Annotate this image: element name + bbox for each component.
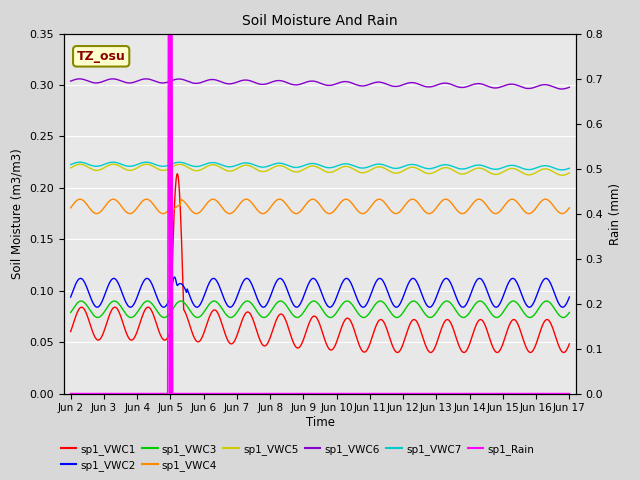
sp1_VWC1 bbox=[179, 261, 186, 267]
sp1_VWC1 bbox=[76, 305, 83, 311]
sp1_VWC2 bbox=[566, 294, 573, 300]
sp1_VWC2 bbox=[179, 282, 186, 288]
sp1_VWC5 bbox=[566, 170, 573, 176]
sp1_VWC7 bbox=[76, 159, 83, 165]
sp1_VWC2 bbox=[227, 304, 234, 310]
sp1_VWC3 bbox=[205, 301, 213, 307]
sp1_VWC6 bbox=[67, 78, 74, 84]
sp1_VWC4 bbox=[205, 199, 212, 204]
sp1_VWC5 bbox=[381, 166, 388, 171]
Legend: sp1_VWC1, sp1_VWC2, sp1_VWC3, sp1_VWC4, sp1_VWC5, sp1_VWC6, sp1_VWC7, sp1_Rain: sp1_VWC1, sp1_VWC2, sp1_VWC3, sp1_VWC4, … bbox=[56, 439, 538, 475]
sp1_VWC5 bbox=[67, 165, 74, 171]
sp1_VWC4 bbox=[381, 201, 389, 206]
sp1_VWC3 bbox=[179, 299, 187, 305]
sp1_VWC6 bbox=[77, 76, 84, 82]
sp1_Rain bbox=[179, 391, 186, 396]
Title: Soil Moisture And Rain: Soil Moisture And Rain bbox=[242, 14, 398, 28]
sp1_VWC3 bbox=[111, 298, 118, 304]
sp1_VWC3 bbox=[396, 313, 404, 319]
sp1_VWC6 bbox=[179, 76, 186, 82]
sp1_VWC4 bbox=[396, 208, 404, 214]
sp1_VWC4 bbox=[166, 211, 174, 216]
sp1_VWC5 bbox=[559, 172, 566, 178]
Text: TZ_osu: TZ_osu bbox=[77, 50, 125, 63]
sp1_VWC3 bbox=[566, 310, 573, 315]
sp1_VWC1 bbox=[127, 337, 135, 343]
sp1_VWC7 bbox=[566, 165, 573, 171]
sp1_VWC2 bbox=[171, 274, 179, 280]
sp1_VWC2 bbox=[396, 301, 404, 307]
sp1_VWC1 bbox=[381, 321, 388, 327]
sp1_VWC3 bbox=[381, 302, 389, 308]
sp1_VWC7 bbox=[179, 160, 186, 166]
sp1_Rain bbox=[205, 391, 212, 396]
sp1_Rain bbox=[127, 391, 135, 396]
X-axis label: Time: Time bbox=[305, 416, 335, 429]
sp1_Rain bbox=[67, 391, 74, 396]
Line: sp1_VWC5: sp1_VWC5 bbox=[70, 164, 570, 175]
sp1_VWC7 bbox=[205, 160, 212, 166]
sp1_VWC7 bbox=[127, 163, 135, 169]
sp1_VWC2 bbox=[381, 283, 389, 289]
sp1_VWC4 bbox=[566, 205, 573, 211]
sp1_VWC6 bbox=[205, 77, 212, 83]
sp1_VWC1 bbox=[67, 329, 74, 335]
sp1_Rain bbox=[76, 391, 83, 396]
sp1_VWC5 bbox=[76, 161, 83, 167]
Line: sp1_VWC2: sp1_VWC2 bbox=[70, 277, 570, 307]
sp1_VWC2 bbox=[76, 276, 83, 281]
sp1_VWC6 bbox=[76, 76, 83, 82]
sp1_VWC1 bbox=[460, 349, 468, 355]
sp1_VWC2 bbox=[127, 304, 135, 310]
sp1_VWC7 bbox=[396, 165, 403, 171]
sp1_Rain bbox=[164, 31, 172, 36]
sp1_VWC3 bbox=[67, 310, 74, 315]
Line: sp1_VWC1: sp1_VWC1 bbox=[70, 174, 570, 352]
sp1_VWC3 bbox=[94, 314, 102, 320]
sp1_VWC7 bbox=[67, 162, 74, 168]
sp1_VWC5 bbox=[179, 162, 186, 168]
sp1_VWC5 bbox=[127, 168, 135, 173]
sp1_VWC3 bbox=[129, 314, 136, 320]
sp1_VWC4 bbox=[179, 197, 186, 203]
sp1_VWC5 bbox=[143, 161, 150, 167]
sp1_VWC1 bbox=[566, 341, 573, 347]
sp1_VWC2 bbox=[67, 294, 74, 300]
sp1_VWC6 bbox=[396, 83, 403, 89]
sp1_VWC6 bbox=[566, 84, 573, 90]
sp1_Rain bbox=[566, 391, 573, 396]
sp1_VWC7 bbox=[143, 159, 150, 165]
Line: sp1_Rain: sp1_Rain bbox=[70, 34, 570, 394]
sp1_VWC1 bbox=[396, 348, 403, 354]
Line: sp1_VWC4: sp1_VWC4 bbox=[70, 199, 570, 214]
sp1_VWC2 bbox=[205, 281, 212, 287]
sp1_VWC6 bbox=[128, 80, 136, 85]
sp1_VWC3 bbox=[76, 299, 83, 304]
sp1_Rain bbox=[381, 391, 388, 396]
Line: sp1_VWC3: sp1_VWC3 bbox=[70, 301, 570, 317]
sp1_VWC4 bbox=[127, 211, 135, 216]
sp1_VWC1 bbox=[205, 316, 212, 322]
sp1_VWC5 bbox=[205, 163, 212, 168]
Y-axis label: Soil Moisture (m3/m3): Soil Moisture (m3/m3) bbox=[11, 148, 24, 279]
sp1_VWC4 bbox=[67, 205, 74, 211]
sp1_VWC7 bbox=[558, 167, 566, 173]
sp1_VWC6 bbox=[381, 81, 388, 86]
sp1_Rain bbox=[396, 391, 403, 396]
sp1_VWC4 bbox=[342, 196, 350, 202]
sp1_VWC5 bbox=[396, 170, 403, 176]
sp1_VWC6 bbox=[558, 86, 566, 92]
sp1_VWC7 bbox=[381, 162, 388, 168]
Line: sp1_VWC6: sp1_VWC6 bbox=[70, 79, 570, 89]
Y-axis label: Rain (mm): Rain (mm) bbox=[609, 182, 622, 245]
sp1_VWC4 bbox=[76, 196, 83, 202]
Line: sp1_VWC7: sp1_VWC7 bbox=[70, 162, 570, 170]
sp1_VWC1 bbox=[173, 171, 181, 177]
